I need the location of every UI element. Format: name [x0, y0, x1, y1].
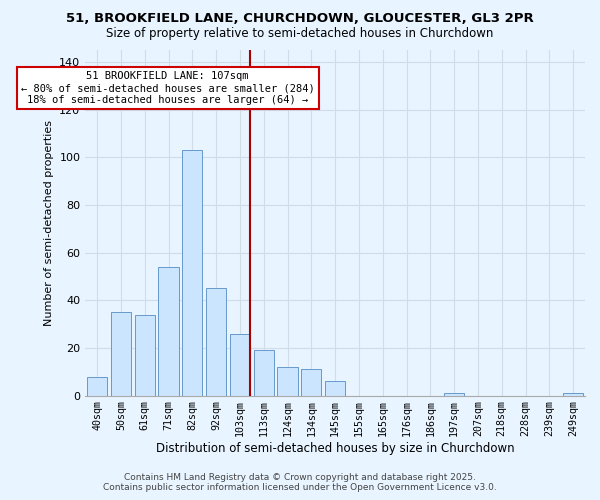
Bar [134, 314, 155, 396]
Bar [444, 393, 464, 396]
Y-axis label: Number of semi-detached properties: Number of semi-detached properties [44, 120, 53, 326]
Bar [325, 382, 345, 396]
Bar [301, 370, 322, 396]
Bar [277, 367, 298, 396]
Bar [254, 350, 274, 396]
Text: 51 BROOKFIELD LANE: 107sqm
← 80% of semi-detached houses are smaller (284)
18% o: 51 BROOKFIELD LANE: 107sqm ← 80% of semi… [21, 72, 314, 104]
Text: Size of property relative to semi-detached houses in Churchdown: Size of property relative to semi-detach… [106, 28, 494, 40]
Text: Contains HM Land Registry data © Crown copyright and database right 2025.
Contai: Contains HM Land Registry data © Crown c… [103, 473, 497, 492]
Bar [158, 267, 179, 396]
Bar [87, 376, 107, 396]
Bar [206, 288, 226, 396]
Text: 51, BROOKFIELD LANE, CHURCHDOWN, GLOUCESTER, GL3 2PR: 51, BROOKFIELD LANE, CHURCHDOWN, GLOUCES… [66, 12, 534, 26]
Bar [182, 150, 202, 396]
Bar [230, 334, 250, 396]
X-axis label: Distribution of semi-detached houses by size in Churchdown: Distribution of semi-detached houses by … [156, 442, 514, 455]
Bar [111, 312, 131, 396]
Bar [563, 393, 583, 396]
